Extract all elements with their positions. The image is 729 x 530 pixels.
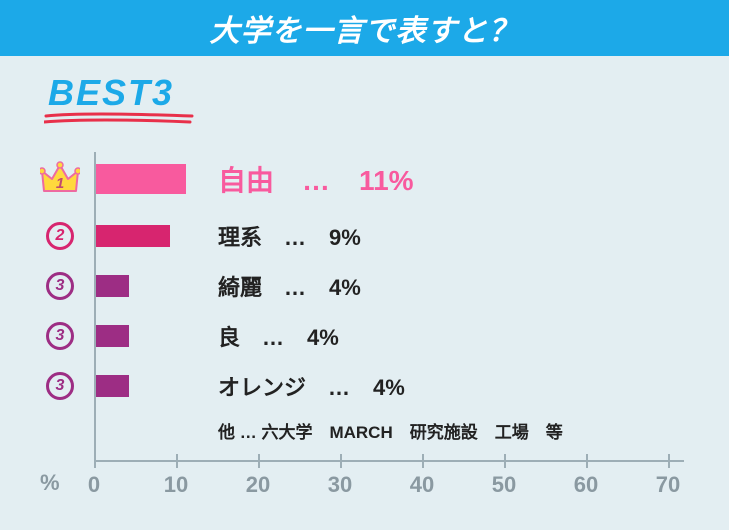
page: 大学を一言で表すと？ BEST3 % 0 10 20 30 40 50 60 70 1 自由 … xyxy=(0,0,729,530)
x-tick-label: 70 xyxy=(656,472,680,498)
row-label: 良 … 4% xyxy=(218,320,339,352)
chart-area: % 010203040506070 1 自由 … 11%2理系 … 9%3綺麗 … xyxy=(40,152,700,492)
underline-swash-icon xyxy=(44,112,194,126)
ellipsis: … xyxy=(284,225,307,250)
row-value: 4% xyxy=(373,375,405,400)
rank-number: 3 xyxy=(46,272,74,300)
ellipsis: … xyxy=(302,165,331,196)
bar-row: 3 綺麗 … 4% xyxy=(40,264,700,308)
x-tick-label: 20 xyxy=(246,472,270,498)
bar-row: 2 理系 … 9% xyxy=(40,214,700,258)
percent-symbol: % xyxy=(40,470,60,496)
bar xyxy=(96,375,129,397)
row-label: オレンジ … 4% xyxy=(218,370,405,402)
row-value: 11% xyxy=(359,165,414,196)
x-tick xyxy=(340,454,342,468)
row-value: 4% xyxy=(329,275,361,300)
row-label: 綺麗 … 4% xyxy=(218,270,361,302)
row-value: 4% xyxy=(307,325,339,350)
rank-circle-icon: 3 xyxy=(40,316,80,356)
x-axis xyxy=(94,460,684,462)
x-tick-label: 40 xyxy=(410,472,434,498)
row-label: 自由 … 11% xyxy=(218,159,414,199)
x-tick xyxy=(94,454,96,468)
row-name: 自由 xyxy=(218,165,274,196)
x-tick-label: 50 xyxy=(492,472,516,498)
x-tick-label: 10 xyxy=(164,472,188,498)
row-name: 良 xyxy=(218,325,240,350)
x-tick-label: 0 xyxy=(88,472,100,498)
bar xyxy=(96,325,129,347)
page-title: 大学を一言で表すと？ xyxy=(210,6,520,50)
row-name: オレンジ xyxy=(218,375,306,400)
x-tick xyxy=(668,454,670,468)
best3-heading: BEST3 xyxy=(48,72,208,128)
row-value: 9% xyxy=(329,225,361,250)
x-tick xyxy=(176,454,178,468)
x-tick xyxy=(586,454,588,468)
title-bar: 大学を一言で表すと？ xyxy=(0,0,729,56)
bar xyxy=(96,275,129,297)
bar xyxy=(96,225,170,247)
row-name: 理系 xyxy=(218,225,262,250)
x-tick-label: 30 xyxy=(328,472,352,498)
x-tick xyxy=(504,454,506,468)
best3-text: BEST3 xyxy=(48,72,208,114)
row-name: 綺麗 xyxy=(218,275,262,300)
x-tick-label: 60 xyxy=(574,472,598,498)
crown-icon: 1 xyxy=(40,159,80,199)
rank-circle-icon: 2 xyxy=(40,216,80,256)
x-tick xyxy=(422,454,424,468)
rank-number: 2 xyxy=(46,222,74,250)
bar-row: 3 オレンジ … 4% xyxy=(40,364,700,408)
ellipsis: … xyxy=(262,325,285,350)
others-line: 他 … 六大学 MARCH 研究施設 工場 等 xyxy=(218,418,563,443)
bar-row: 1 自由 … 11% xyxy=(40,152,700,206)
rank-circle-icon: 3 xyxy=(40,366,80,406)
x-tick xyxy=(258,454,260,468)
rank-number: 3 xyxy=(46,322,74,350)
ellipsis: … xyxy=(284,275,307,300)
bar xyxy=(96,164,186,194)
bar-row: 3 良 … 4% xyxy=(40,314,700,358)
ellipsis: … xyxy=(328,375,351,400)
rank-number: 3 xyxy=(46,372,74,400)
svg-text:1: 1 xyxy=(56,175,64,192)
row-label: 理系 … 9% xyxy=(218,220,361,252)
rank-circle-icon: 3 xyxy=(40,266,80,306)
